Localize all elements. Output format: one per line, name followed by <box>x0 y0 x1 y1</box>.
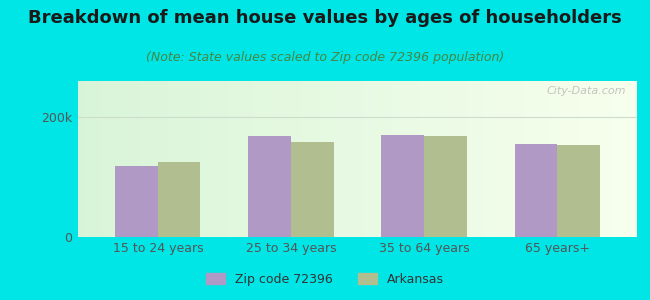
Legend: Zip code 72396, Arkansas: Zip code 72396, Arkansas <box>202 268 448 291</box>
Bar <box>424 136 467 237</box>
Text: City-Data.com: City-Data.com <box>546 86 626 96</box>
Bar <box>291 142 333 237</box>
Text: (Note: State values scaled to Zip code 72396 population): (Note: State values scaled to Zip code 7… <box>146 51 504 64</box>
Bar <box>557 145 600 237</box>
Bar <box>382 135 424 237</box>
Bar <box>158 162 200 237</box>
Bar <box>115 166 158 237</box>
Text: Breakdown of mean house values by ages of householders: Breakdown of mean house values by ages o… <box>28 9 622 27</box>
Bar <box>515 144 557 237</box>
Bar <box>248 136 291 237</box>
